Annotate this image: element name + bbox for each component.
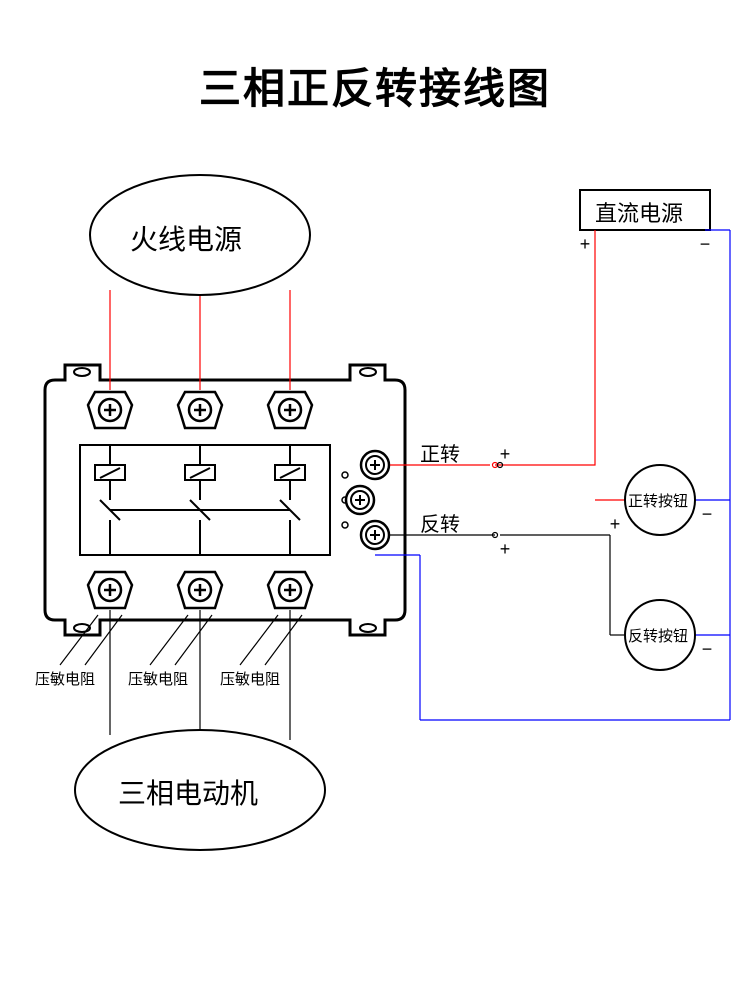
power-wires [110, 290, 290, 390]
svg-text:+: + [610, 514, 621, 534]
polarity-marks: + − + + + − − [500, 234, 713, 659]
svg-text:+: + [500, 539, 511, 559]
reverse-label: 反转 [420, 508, 460, 537]
svg-text:−: − [702, 639, 713, 659]
svg-text:−: − [702, 504, 713, 524]
svg-text:+: + [580, 234, 591, 254]
svg-text:−: − [700, 234, 711, 254]
forward-label: 正转 [420, 438, 460, 467]
dc-power-label: 直流电源 [595, 196, 683, 228]
varistor-label-1: 压敏电阻 [35, 668, 95, 689]
svg-text:+: + [500, 444, 511, 464]
varistor-label-3: 压敏电阻 [220, 668, 280, 689]
reverse-button-label: 反转按钮 [628, 625, 688, 646]
motor-label: 三相电动机 [118, 772, 258, 812]
power-source-label: 火线电源 [130, 218, 242, 258]
top-terminals [88, 392, 312, 428]
bottom-terminals [88, 572, 312, 608]
varistor-label-2: 压敏电阻 [128, 668, 188, 689]
forward-button-label: 正转按钮 [628, 490, 688, 511]
